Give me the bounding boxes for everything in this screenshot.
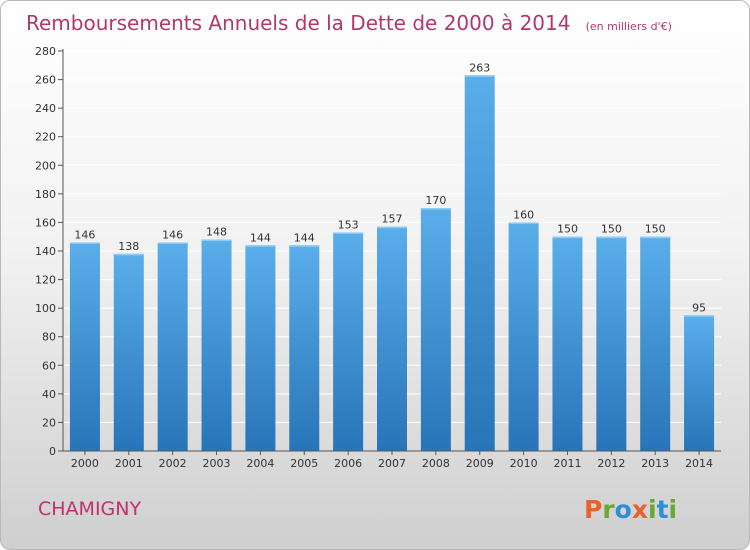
bar-2014 [684, 315, 715, 451]
value-label-2006: 153 [338, 218, 359, 231]
bar-2009 [464, 75, 495, 452]
value-label-2003: 148 [206, 226, 227, 239]
bar-top-edge [464, 75, 495, 77]
x-tick-label-2013: 2013 [641, 457, 669, 470]
y-tick-label: 160 [35, 216, 56, 229]
y-tick-label: 260 [35, 74, 56, 87]
bar-top-edge [596, 236, 627, 239]
bar-2012 [596, 236, 627, 451]
x-tick-label-2005: 2005 [290, 457, 318, 470]
logo-letter: o [615, 495, 632, 524]
y-tick-label: 80 [42, 331, 56, 344]
x-tick-label-2012: 2012 [597, 457, 625, 470]
value-label-2011: 150 [557, 223, 578, 236]
bar-2013 [640, 236, 671, 451]
bar-2003 [201, 239, 232, 451]
labels: 0 20 40 60 80 100 120 140 160 180 200 220 240 260 280 1… [35, 45, 713, 470]
x-tick-label-2007: 2007 [378, 457, 406, 470]
y-tick-label: 140 [35, 245, 56, 258]
y-tick-label: 180 [35, 188, 56, 201]
logo-letter: i [648, 495, 657, 524]
bar-top-edge [157, 242, 188, 244]
logo-letter: P [584, 495, 602, 524]
bar-top-edge [508, 222, 539, 224]
bar-top-edge [377, 226, 407, 229]
x-tick-label-2000: 2000 [71, 457, 99, 470]
value-label-2012: 150 [601, 223, 622, 236]
y-tick-label: 280 [35, 45, 56, 58]
value-label-2004: 144 [250, 231, 271, 244]
x-tick-label-2009: 2009 [466, 457, 494, 470]
axes [58, 49, 721, 455]
bar-top-edge [640, 236, 671, 239]
bar-top-edge [684, 315, 715, 317]
y-tick-label: 60 [42, 359, 56, 372]
value-label-2005: 144 [294, 231, 315, 244]
bar-2010 [508, 222, 539, 451]
value-label-2009: 263 [469, 61, 490, 74]
y-tick-label: 240 [35, 102, 56, 115]
y-tick-label: 20 [42, 416, 56, 429]
y-tick-label: 100 [35, 302, 56, 315]
bar-2002 [157, 242, 188, 451]
value-label-2000: 146 [74, 228, 95, 241]
value-label-2010: 160 [513, 208, 534, 221]
bar-top-edge [69, 242, 100, 244]
chart-title-unit: (en milliers d'€) [586, 20, 672, 33]
y-tick-label: 0 [49, 445, 56, 458]
x-tick-label-2010: 2010 [510, 457, 538, 470]
bar-2006 [333, 232, 364, 451]
bar-2008 [420, 208, 451, 451]
chart-title-main: Remboursements Annuels de la Dette de 20… [26, 11, 570, 35]
bar-top-edge [289, 245, 320, 247]
bar-2004 [245, 245, 276, 451]
bar-2005 [289, 245, 320, 451]
x-tick-label-2006: 2006 [334, 457, 362, 470]
x-tick-label-2001: 2001 [115, 457, 143, 470]
y-tick-label: 200 [35, 159, 56, 172]
proxiti-logo[interactable]: Proxiti [584, 495, 677, 524]
logo-letter: r [602, 495, 615, 524]
bar-2000 [69, 242, 100, 451]
bar-top-edge [113, 253, 144, 256]
value-label-2007: 157 [382, 213, 403, 226]
y-tick-label: 40 [42, 388, 56, 401]
logo-letter: x [632, 495, 648, 524]
value-label-2008: 170 [425, 194, 446, 207]
y-tick-label: 220 [35, 131, 56, 144]
commune-name: CHAMIGNY [38, 498, 141, 520]
chart-title: Remboursements Annuels de la Dette de 20… [26, 11, 672, 35]
bar-2007 [377, 226, 407, 451]
bar-top-edge [552, 236, 583, 239]
y-tick-label: 120 [35, 274, 56, 287]
bar-2001 [113, 253, 144, 451]
value-label-2002: 146 [162, 228, 183, 241]
bars [69, 75, 715, 452]
bar-top-edge [420, 208, 451, 210]
value-label-2001: 138 [118, 240, 139, 253]
bar-top-edge [201, 239, 232, 242]
x-tick-label-2008: 2008 [422, 457, 450, 470]
value-label-2014: 95 [692, 301, 706, 314]
bar-top-edge [333, 232, 364, 234]
value-label-2013: 150 [645, 223, 666, 236]
x-tick-label-2011: 2011 [553, 457, 581, 470]
bar-2011 [552, 236, 583, 451]
logo-letter: t [657, 495, 669, 524]
x-tick-label-2014: 2014 [685, 457, 713, 470]
x-tick-label-2002: 2002 [159, 457, 187, 470]
x-tick-label-2004: 2004 [246, 457, 274, 470]
x-tick-label-2003: 2003 [203, 457, 231, 470]
logo-letter: i [669, 495, 678, 524]
bar-top-edge [245, 245, 276, 247]
